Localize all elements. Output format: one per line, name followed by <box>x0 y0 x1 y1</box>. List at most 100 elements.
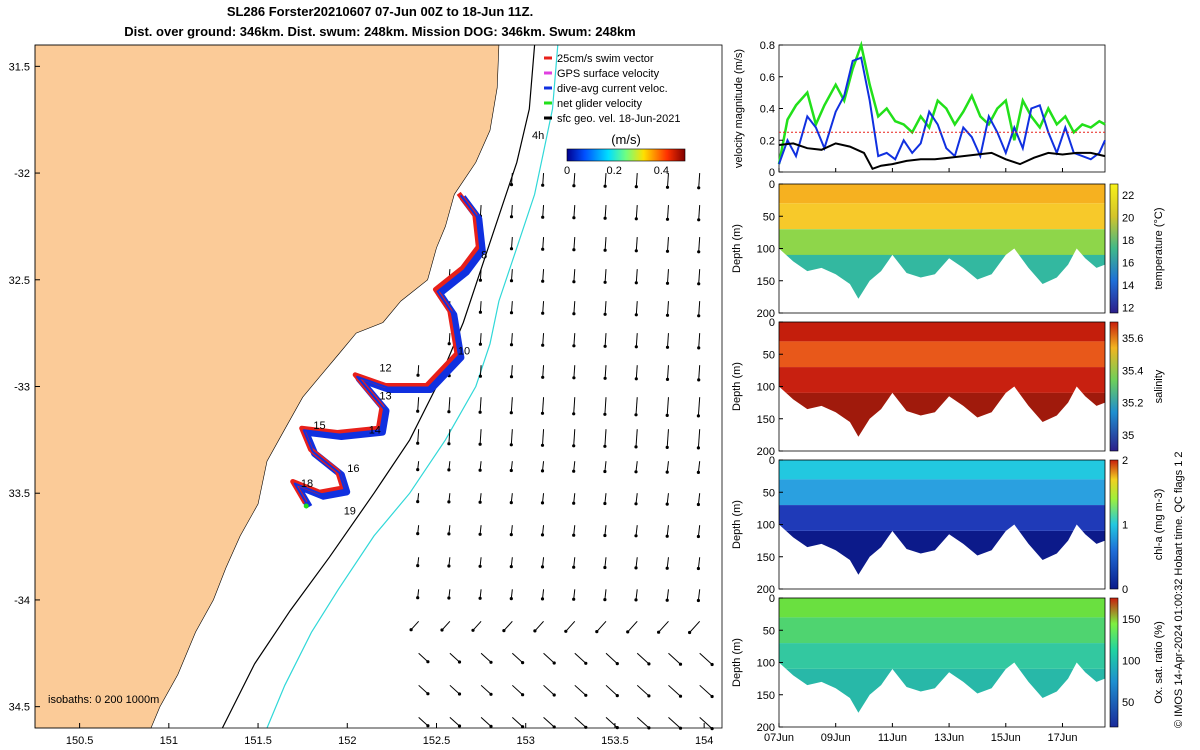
isobath-1000m <box>266 44 559 729</box>
current-vector-arrow <box>479 365 482 377</box>
velocity-series-net_glider <box>777 40 1106 165</box>
heatmap-band <box>779 322 1105 342</box>
current-vector-arrow <box>510 429 513 445</box>
heatmap-colorbar-tick: 14 <box>1122 280 1134 292</box>
current-vector-arrow <box>604 397 607 415</box>
current-vector-head <box>603 469 607 474</box>
heatmap-band <box>779 598 1105 618</box>
current-vector-head <box>710 727 714 731</box>
current-vector-arrow <box>511 269 513 281</box>
current-vector-arrow <box>479 429 482 445</box>
current-vector-arrow <box>573 461 576 472</box>
map-legend: 25cm/s swim vector GPS surface velocity di… <box>544 53 681 125</box>
current-vector-head <box>447 342 451 346</box>
current-vector-arrow <box>573 397 576 414</box>
current-vector-head <box>657 630 661 634</box>
heatmap-y-tick-label: 150 <box>757 552 775 564</box>
current-vector-arrow <box>658 620 669 633</box>
current-vector-head <box>478 410 482 414</box>
current-vector-head <box>634 377 638 381</box>
current-vector-arrow <box>699 652 713 665</box>
heatmap-colorbar-tick: 20 <box>1122 213 1134 225</box>
velocity-series-dive_current <box>778 56 1106 165</box>
current-vector-head <box>603 598 607 602</box>
current-vector-head <box>521 693 525 697</box>
current-vector-head <box>634 313 638 317</box>
current-vector-arrow <box>542 429 545 446</box>
current-vector-arrow <box>448 397 451 412</box>
current-vector-arrow <box>698 301 701 316</box>
current-vector-arrow <box>697 557 701 569</box>
heatmap-colorbar-tick: 35.4 <box>1122 365 1143 377</box>
current-vector-arrow <box>573 365 576 378</box>
current-vector-arrow <box>635 269 638 283</box>
time-axis-label: 17Jun <box>1047 732 1077 744</box>
current-vector-arrow <box>627 620 638 633</box>
map-y-tick-label: 33.5 <box>9 488 30 500</box>
map-y-tick-label: 32.5 <box>9 275 30 287</box>
current-vector-head <box>541 343 545 347</box>
current-vector-arrow <box>418 652 429 663</box>
current-vector-arrow <box>666 461 669 473</box>
heatmap-band <box>779 184 1105 204</box>
track-day-label: 12 <box>379 363 391 375</box>
current-vector-arrow <box>604 557 607 568</box>
current-vector-arrow <box>479 301 482 313</box>
current-vector-arrow <box>542 237 545 250</box>
current-vector-head <box>678 694 683 698</box>
current-vector-arrow <box>479 397 482 413</box>
current-vector-head <box>665 249 670 253</box>
current-vector-head <box>541 311 545 315</box>
time-axis-label: 11Jun <box>878 732 907 744</box>
current-vector-head <box>665 413 669 417</box>
current-vector-arrow <box>635 173 638 187</box>
current-vector-arrow <box>542 205 545 218</box>
current-vector-arrow <box>698 333 701 348</box>
current-vector-arrow <box>542 525 545 535</box>
current-vector-arrow <box>635 397 638 415</box>
current-vector-head <box>478 564 482 568</box>
current-vector-head <box>665 377 670 381</box>
map-x-tick-label: 150.5 <box>66 735 94 747</box>
heatmap-y-tick-label: 50 <box>763 211 775 223</box>
heatmap-y-tick-label: 200 <box>757 308 775 320</box>
heatmap-band <box>779 341 1105 368</box>
current-vector-arrow <box>604 429 607 447</box>
current-vector-head <box>426 692 430 696</box>
current-vector-arrow <box>635 429 638 447</box>
current-vector-arrow <box>449 652 460 663</box>
current-vector-head <box>603 533 607 538</box>
current-vector-head <box>540 411 545 415</box>
current-vector-head <box>426 660 430 664</box>
current-vector-arrow <box>479 269 482 281</box>
current-vector-head <box>552 661 556 665</box>
heatmap-colorbar <box>1109 459 1119 590</box>
current-vector-arrow <box>667 333 669 348</box>
track-day-label: 18 <box>301 478 313 490</box>
current-vector-head <box>509 375 514 379</box>
heatmap-y-tick-label: 200 <box>757 722 775 734</box>
current-vector-head <box>509 343 514 347</box>
current-vector-arrow <box>511 652 523 663</box>
heatmap-band <box>779 479 1105 506</box>
current-vector-head <box>478 442 482 446</box>
map-y-tick-label: -32 <box>14 168 30 180</box>
current-vector-head <box>509 468 513 473</box>
current-vector-head <box>603 248 607 252</box>
current-vector-arrow <box>542 493 545 503</box>
current-vector-head <box>696 566 701 571</box>
current-vector-arrow <box>511 365 513 377</box>
current-vector-arrow <box>573 173 576 186</box>
current-vector-arrow <box>573 205 576 218</box>
current-vector-arrow <box>511 237 513 249</box>
current-vector-head <box>540 565 545 569</box>
current-vector-arrow <box>573 333 576 346</box>
current-vector-arrow <box>511 684 523 696</box>
title-line-1: SL286 Forster20210607 07-Jun 00Z to 18-J… <box>226 4 534 19</box>
current-vector-head <box>634 185 638 189</box>
current-vector-arrow <box>635 237 638 251</box>
map-x-tick-label: 152 <box>338 735 356 747</box>
current-vector-arrow <box>417 429 420 444</box>
current-vector-arrow <box>667 365 669 380</box>
current-vector-head <box>603 312 607 316</box>
